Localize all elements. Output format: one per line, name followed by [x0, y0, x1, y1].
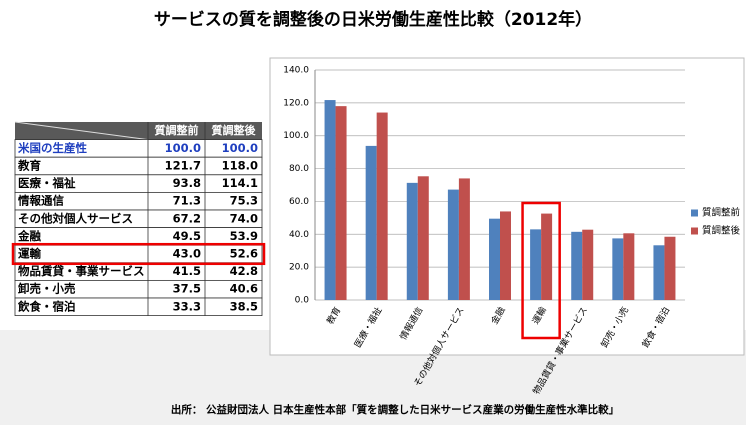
- row-label: 米国の生産性: [17, 141, 87, 155]
- bar: [653, 245, 665, 300]
- table-row: [14, 297, 263, 317]
- row-label: 飲食・宿泊: [17, 299, 76, 313]
- cell: 74.0: [230, 211, 258, 225]
- bar: [664, 236, 676, 300]
- bar: [417, 176, 429, 300]
- bar: [541, 213, 553, 300]
- legend-swatch: [691, 209, 698, 217]
- legend-label: 質調整前: [702, 207, 740, 219]
- title: サービスの質を調整後の日米労働生産性比較（2012年）: [154, 9, 592, 30]
- bar: [335, 106, 347, 301]
- bar: [530, 229, 542, 300]
- table-row: [14, 227, 263, 246]
- cell: 121.7: [165, 159, 201, 173]
- bar: [489, 218, 500, 300]
- table-header-bg: [15, 122, 262, 140]
- cell: 71.3: [173, 194, 201, 208]
- y-tick-label: 80.0: [289, 164, 309, 174]
- cell: 49.5: [173, 229, 201, 243]
- bar: [612, 238, 624, 300]
- cell: 37.5: [173, 282, 201, 296]
- legend-label: 質調整後: [702, 225, 741, 237]
- y-tick-label: 20.0: [289, 263, 309, 273]
- cell: 100.0: [222, 141, 258, 155]
- y-tick-label: 0.0: [295, 296, 310, 306]
- legend-swatch: [691, 227, 698, 235]
- bar: [500, 211, 511, 300]
- row-label: 情報通信: [17, 194, 64, 208]
- bar: [582, 229, 594, 300]
- row-label: 医療・福祉: [18, 176, 76, 190]
- row-label: 運輸: [18, 247, 41, 261]
- y-tick-label: 140.0: [283, 66, 309, 76]
- y-tick-label: 120.0: [283, 98, 309, 108]
- bar: [406, 182, 418, 300]
- row-label: 卸売・小売: [18, 282, 76, 296]
- row-label: その他対個人サービス: [18, 211, 133, 225]
- bar: [571, 231, 583, 300]
- bar: [376, 112, 388, 300]
- y-tick-label: 100.0: [283, 131, 309, 141]
- bar: [447, 189, 459, 300]
- bar: [623, 233, 635, 300]
- row-label: 物品賃貸・事業サービス: [18, 264, 145, 278]
- cell: 93.8: [173, 176, 201, 190]
- source: 出所： 公益財団法人 日本生産性本部「質を調整した日米サービス産業の労働生産性水…: [171, 403, 619, 416]
- highlight-box: [521, 201, 561, 340]
- row-label: 金融: [17, 229, 41, 243]
- table-row: [14, 244, 263, 264]
- header-diagonal: [14, 121, 149, 141]
- bar: [458, 178, 470, 300]
- cell: 52.6: [230, 247, 258, 261]
- table-header: 質調整後: [212, 123, 257, 137]
- bar: [365, 145, 377, 300]
- y-tick-label: 40.0: [289, 230, 309, 240]
- cell: 118.0: [222, 159, 258, 173]
- chart-frame: [269, 57, 745, 356]
- cell: 41.5: [173, 264, 201, 278]
- cell: 100.0: [165, 141, 201, 155]
- cell: 43.0: [173, 247, 201, 261]
- cell: 40.6: [230, 282, 258, 296]
- cell: 33.3: [173, 299, 201, 313]
- row-label: 教育: [17, 159, 41, 173]
- cell: 114.1: [222, 176, 258, 190]
- y-tick-label: 60.0: [289, 197, 309, 207]
- table-header: 質調整前: [155, 123, 199, 137]
- cell: 42.8: [230, 264, 258, 278]
- bar: [324, 100, 336, 300]
- highlight-box: [11, 242, 266, 266]
- cell: 53.9: [230, 229, 258, 243]
- cell: 38.5: [230, 299, 258, 313]
- cell: 75.3: [230, 194, 258, 208]
- cell: 67.2: [173, 211, 201, 225]
